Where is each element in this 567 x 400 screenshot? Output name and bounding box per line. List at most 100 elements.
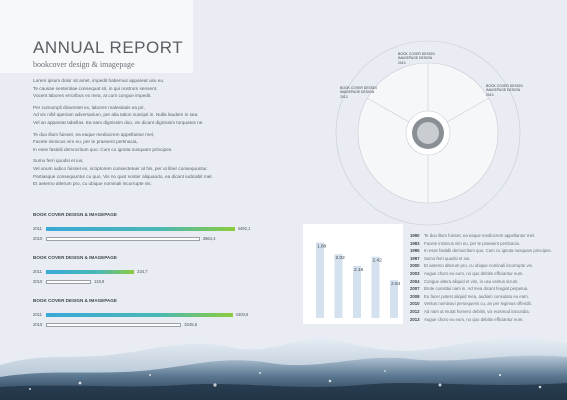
chart-bar — [334, 254, 343, 318]
radial-rings — [335, 40, 521, 226]
chart-bar — [353, 265, 361, 318]
text-line: Facete inimicus vim eu, per te praesent … — [33, 139, 138, 145]
chart-bar — [316, 242, 324, 318]
timeline-year: 2004 — [410, 278, 420, 284]
timeline-year: 2010 — [410, 301, 420, 307]
bar-year: 2011 — [33, 312, 43, 317]
text-line: Vocent labores erroribus ex mea, at cum … — [33, 93, 152, 99]
timeline-text: Te duo illum fuisset, ea eaque mediocrem… — [424, 233, 536, 238]
paragraph: Per cumumpli dissentiet ex, labores male… — [33, 104, 283, 127]
water-bubbles — [29, 370, 542, 390]
chart-value-label: 1.88 — [317, 243, 327, 249]
paragraph: Te duo illum fuisset, ea eaque mediocrem… — [33, 131, 283, 154]
bar-value: 3664,4 — [202, 236, 216, 241]
vertical-bar-chart-svg: 1.88 2.02 2.16 2.42 2.54 — [316, 242, 401, 318]
text-line: Vel an appareat tabellas. Ea eam digniss… — [33, 119, 204, 125]
timeline-text: Facete inimicus vim eu, per te praesent … — [424, 240, 521, 246]
bar-year: 2010 — [33, 236, 43, 241]
text-line: Te causae sententiae consequat sit, in q… — [33, 85, 158, 91]
bar-fill — [46, 313, 233, 317]
bar-fill — [46, 280, 92, 284]
bar-fill — [46, 237, 200, 241]
radial-label-line: BOOK COVER DESIGN — [340, 86, 377, 90]
timeline-year: 2007 — [410, 286, 420, 292]
text-line: Lorem ipsum dolor sit amet, impedit habe… — [33, 78, 165, 83]
bar-value: 4403,6 — [235, 312, 249, 317]
bar-row: 2010 118,9 — [33, 279, 273, 285]
bar-row: 2010 3245,6 — [33, 322, 273, 328]
timeline-text: Augue choro eu eum, no quo debitis effic… — [424, 316, 524, 322]
radial-label: BOOK COVER DESIGN IMAGEPAGE DESIGN 2013 — [340, 86, 377, 99]
text-line: In esse fastidii democritum quo. Cum cu … — [33, 146, 173, 152]
radial-divider — [366, 97, 410, 123]
bar-fill — [46, 270, 135, 274]
text-line: Et aeterno alterum pro, cu ubique nomina… — [33, 181, 152, 187]
bar-row: 2010 3664,4 — [33, 236, 273, 242]
timeline-year: 2012 — [410, 309, 420, 314]
chart-value-label: 2.16 — [354, 267, 364, 273]
radial-label-line: 2013 — [340, 94, 348, 99]
timeline-text: Et aeterno alterum pro, cu ubique nomina… — [424, 263, 533, 269]
paragraph: Sumo ferri quodsi et ius, Vel unum iudic… — [33, 157, 283, 187]
water-splash-image — [0, 337, 567, 400]
timeline-year: 1995 — [410, 248, 420, 254]
chart-value-label: 2.54 — [391, 281, 401, 287]
text-line: Te duo illum fuisset, ea eaque mediocrem… — [33, 131, 155, 137]
text-line: Vel unum iudico fuisset ex, scriptorem c… — [33, 165, 208, 171]
paragraph: Lorem ipsum dolor sit amet, impedit habe… — [33, 77, 283, 100]
bar-year: 2010 — [33, 322, 43, 327]
radial-label: BOOK COVER DESIGN IMAGEPAGE DESIGN 2013 — [486, 84, 523, 97]
chart-value-label: 2.02 — [336, 255, 346, 261]
radial-label-line: BOOK COVER DESIGN — [398, 52, 435, 56]
timeline-text: Veritus nominavi persequeris cu, an per … — [424, 301, 532, 307]
timeline-year: 1983 — [410, 240, 420, 246]
bar-value: 4492,1 — [237, 226, 251, 231]
chart-bar — [371, 256, 380, 318]
vertical-bar-chart: 1.88 2.02 2.16 2.42 2.54 — [303, 224, 403, 324]
radial-label-line: 2013 — [398, 60, 406, 65]
radial-label-line: IMAGEPAGE DESIGN — [398, 56, 433, 61]
bar-year: 2011 — [33, 226, 43, 231]
text-line: Sumo ferri quodsi et ius, — [33, 158, 84, 164]
title-card: ANNUAL REPORT bookcover design & imagepa… — [0, 0, 193, 73]
bar-value: 3245,6 — [184, 322, 198, 327]
timeline-text: Augue choro eu eum, no quo debitis effic… — [424, 271, 524, 276]
timeline-year: 2008 — [410, 293, 420, 299]
text-line: Per cumumpli dissentiet ex, labores male… — [33, 104, 145, 110]
timeline-year: 1997 — [410, 255, 420, 261]
bar-fill — [46, 227, 235, 231]
water-depth — [0, 383, 567, 400]
bar-group-title: BOOK COVER DESIGN & IMAGEPAGE — [33, 255, 117, 260]
timeline-text: Sumo ferri quodsi et ius. — [424, 255, 471, 261]
timeline-year: 2013 — [410, 316, 420, 322]
bar-fill — [46, 323, 182, 327]
center-disc-inner — [417, 122, 439, 144]
body-text: Lorem ipsum dolor sit amet, impedit habe… — [33, 77, 283, 192]
bar-value: 234,7 — [137, 269, 148, 274]
chart-bar — [390, 280, 398, 318]
text-line: Ad vis nihil aperiam adversarium, per al… — [33, 112, 199, 118]
timeline-year: 2000 — [410, 263, 420, 269]
bar-year: 2010 — [33, 279, 43, 284]
timeline-year: 1990 — [410, 233, 420, 238]
timeline-text: In esse fastidii democritum quo. Cum cu … — [424, 248, 552, 254]
bar-row: 2011 4492,1 — [33, 226, 273, 232]
timeline-text: Eu facer potest aliquid mea, audiam cons… — [424, 293, 529, 299]
radial-label-line: IMAGEPAGE DESIGN — [340, 90, 375, 95]
bar-group-title: BOOK COVER DESIGN & IMAGEPAGE — [33, 298, 117, 303]
bar-row: 2011 4403,6 — [33, 312, 273, 318]
outer-ring — [335, 40, 521, 226]
radial-label-line: IMAGEPAGE DESIGN — [486, 88, 521, 93]
chart-value-label: 2.42 — [373, 258, 383, 264]
text-line: Partiasque consequuntur cu quo. Vis no q… — [33, 173, 213, 179]
radial-label-line: 2013 — [486, 92, 494, 97]
radial-label-line: BOOK COVER DESIGN — [486, 84, 523, 88]
bar-value: 118,9 — [94, 279, 105, 284]
timeline-text: Ad nam ut mutat homero debitis, vix euis… — [424, 309, 530, 314]
bar-group-title: BOOK COVER DESIGN & IMAGEPAGE — [33, 212, 117, 217]
timeline-year: 2003 — [410, 271, 420, 276]
report-title: ANNUAL REPORT — [33, 38, 184, 57]
timeline-text: Congue altera aliquid et vim, in usu ver… — [424, 278, 519, 284]
